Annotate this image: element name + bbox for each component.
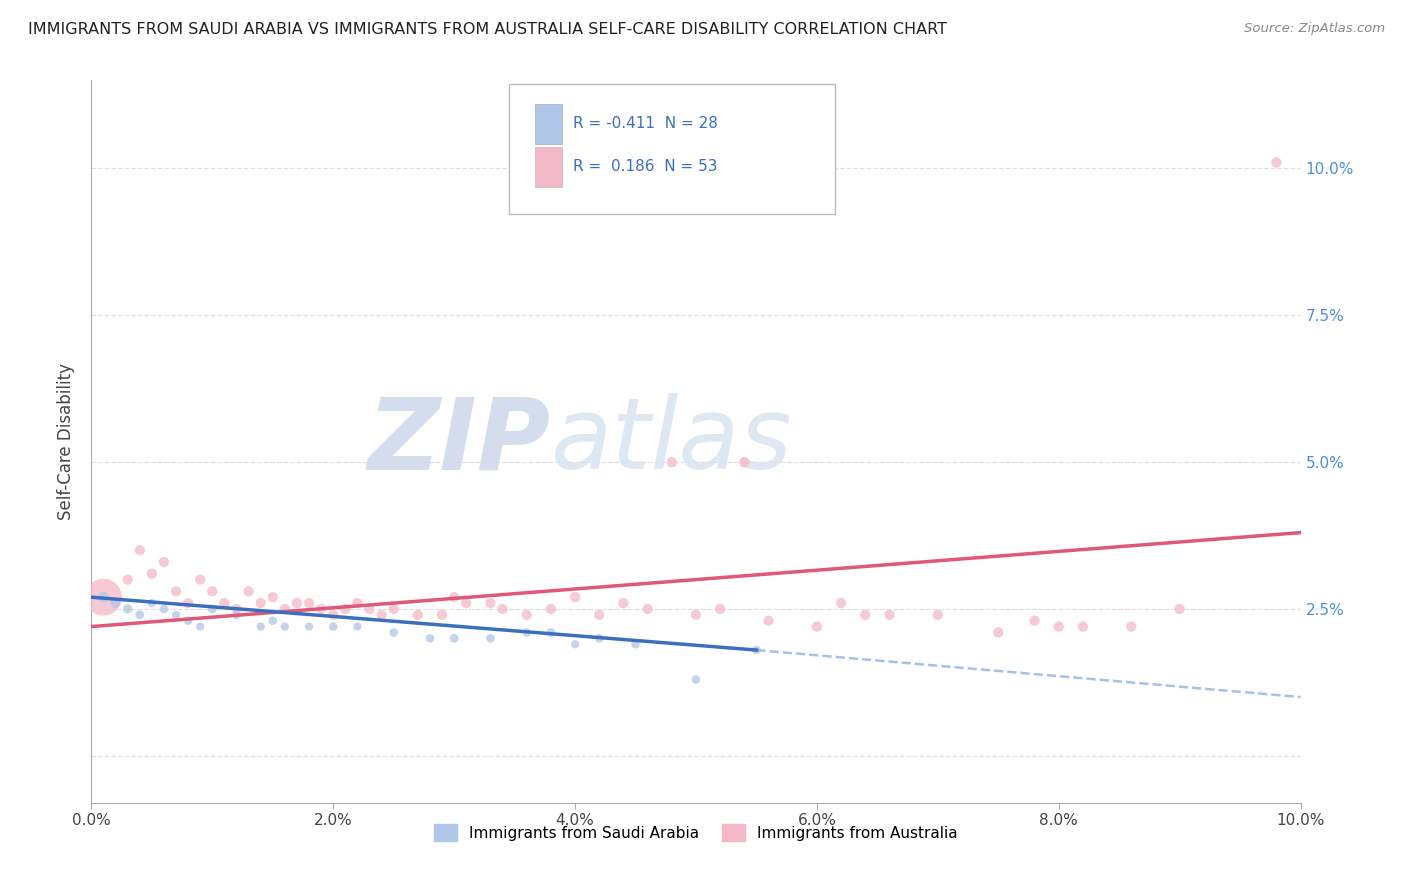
Point — [685, 607, 707, 622]
Point — [853, 607, 876, 622]
Point — [128, 607, 150, 622]
Point — [335, 602, 357, 616]
Point — [274, 619, 297, 633]
Point — [165, 607, 187, 622]
Point — [262, 614, 284, 628]
FancyBboxPatch shape — [536, 103, 562, 144]
Point — [588, 607, 610, 622]
Point — [262, 591, 284, 605]
Point — [879, 607, 901, 622]
Point — [225, 607, 247, 622]
Point — [1265, 155, 1288, 169]
Point — [443, 632, 465, 646]
Point — [177, 614, 200, 628]
Point — [685, 673, 707, 687]
Point — [128, 543, 150, 558]
Point — [1024, 614, 1046, 628]
Point — [285, 596, 308, 610]
Point — [758, 614, 780, 628]
Point — [165, 584, 187, 599]
Point — [370, 607, 392, 622]
Point — [93, 591, 115, 605]
Point — [346, 596, 368, 610]
Point — [309, 602, 332, 616]
Point — [491, 602, 513, 616]
Point — [117, 602, 139, 616]
Point — [117, 573, 139, 587]
Text: IMMIGRANTS FROM SAUDI ARABIA VS IMMIGRANTS FROM AUSTRALIA SELF-CARE DISABILITY C: IMMIGRANTS FROM SAUDI ARABIA VS IMMIGRAN… — [28, 22, 948, 37]
Y-axis label: Self-Care Disability: Self-Care Disability — [58, 363, 76, 520]
Point — [1121, 619, 1143, 633]
Point — [141, 566, 163, 581]
Point — [382, 625, 405, 640]
Point — [709, 602, 731, 616]
Point — [382, 602, 405, 616]
Point — [745, 643, 768, 657]
Text: atlas: atlas — [551, 393, 793, 490]
Text: R = -0.411  N = 28: R = -0.411 N = 28 — [572, 116, 717, 131]
FancyBboxPatch shape — [536, 147, 562, 186]
Point — [1168, 602, 1191, 616]
Point — [346, 619, 368, 633]
Text: ZIP: ZIP — [368, 393, 551, 490]
Point — [419, 632, 441, 646]
Point — [406, 607, 429, 622]
Point — [661, 455, 683, 469]
Point — [624, 637, 647, 651]
Point — [274, 602, 297, 616]
Point — [298, 619, 321, 633]
Point — [188, 619, 211, 633]
Point — [153, 555, 176, 569]
Point — [188, 573, 211, 587]
Point — [479, 632, 502, 646]
Point — [456, 596, 478, 610]
Point — [637, 602, 659, 616]
Point — [298, 596, 321, 610]
Point — [93, 591, 115, 605]
Point — [927, 607, 949, 622]
Point — [201, 584, 224, 599]
Point — [540, 602, 562, 616]
Point — [359, 602, 381, 616]
Point — [443, 591, 465, 605]
Point — [177, 596, 200, 610]
Text: R =  0.186  N = 53: R = 0.186 N = 53 — [572, 160, 717, 175]
Point — [1047, 619, 1070, 633]
Point — [430, 607, 453, 622]
Point — [516, 625, 538, 640]
Point — [1071, 619, 1094, 633]
Point — [153, 602, 176, 616]
Point — [104, 596, 127, 610]
Legend: Immigrants from Saudi Arabia, Immigrants from Australia: Immigrants from Saudi Arabia, Immigrants… — [427, 818, 965, 847]
Point — [479, 596, 502, 610]
Point — [806, 619, 828, 633]
Point — [322, 607, 344, 622]
Point — [322, 619, 344, 633]
Point — [612, 596, 634, 610]
Text: Source: ZipAtlas.com: Source: ZipAtlas.com — [1244, 22, 1385, 36]
Point — [249, 619, 271, 633]
Point — [540, 625, 562, 640]
Point — [249, 596, 271, 610]
Point — [588, 632, 610, 646]
Point — [733, 455, 755, 469]
Point — [564, 637, 586, 651]
FancyBboxPatch shape — [509, 84, 835, 214]
Point — [141, 596, 163, 610]
Point — [201, 602, 224, 616]
Point — [830, 596, 852, 610]
Point — [564, 591, 586, 605]
Point — [987, 625, 1010, 640]
Point — [238, 584, 260, 599]
Point — [516, 607, 538, 622]
Point — [225, 602, 247, 616]
Point — [214, 596, 236, 610]
